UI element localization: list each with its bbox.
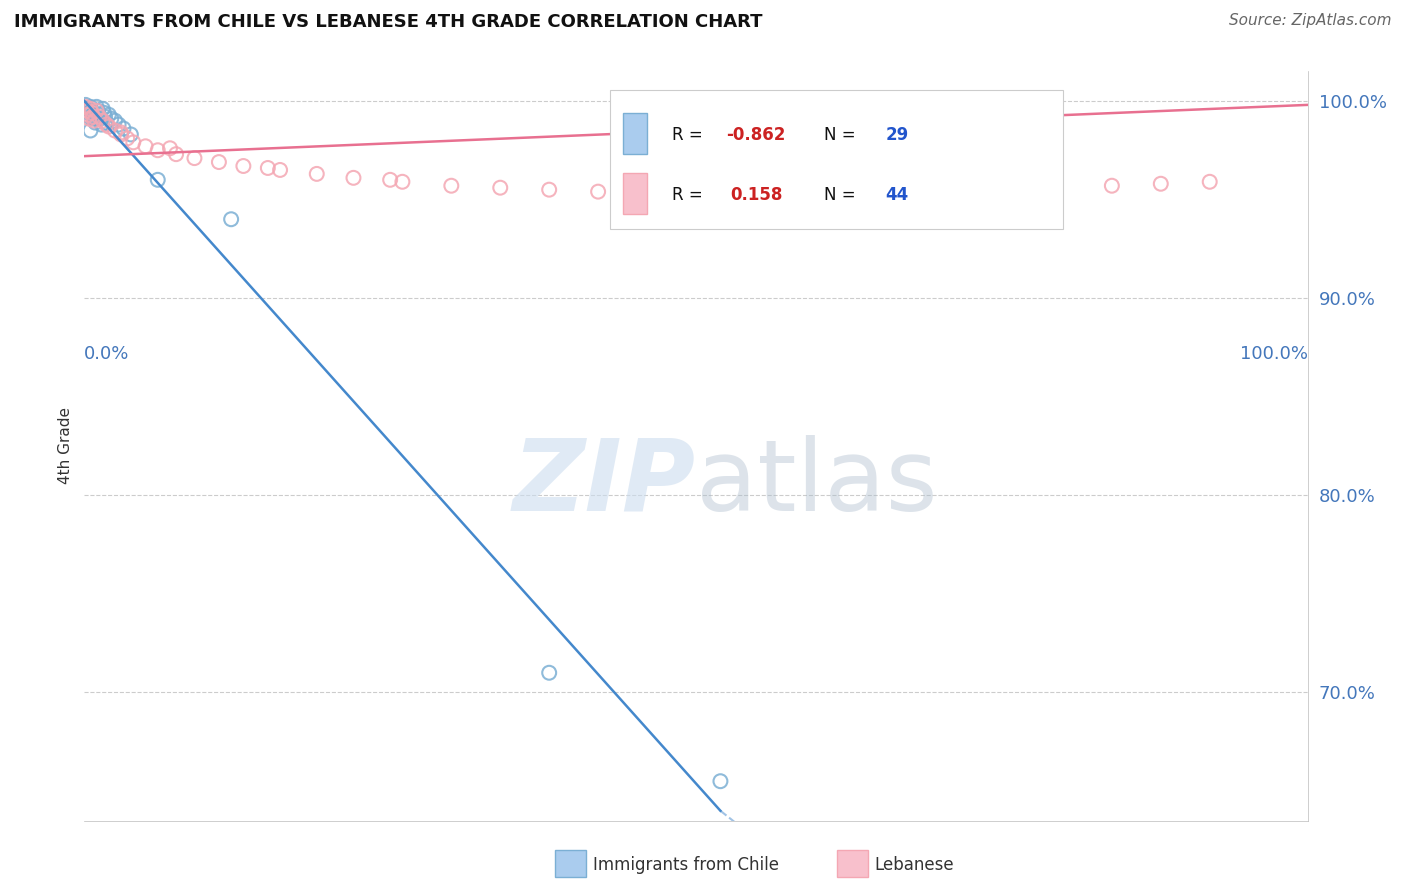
Point [183, 151, 205, 165]
Point [391, 175, 413, 189]
Point [86, 100, 108, 114]
Point [84, 115, 107, 129]
Point [90, 118, 112, 132]
Point [120, 128, 142, 142]
Point [165, 147, 187, 161]
Point [135, 139, 157, 153]
Point [159, 141, 181, 155]
Point [77, 108, 100, 122]
Text: N =: N = [824, 186, 862, 204]
Point [76, 103, 98, 118]
Point [734, 188, 756, 202]
Point [80, 105, 103, 120]
Point [1028, 180, 1050, 194]
Point [219, 212, 242, 227]
Point [269, 163, 291, 178]
Point [87, 103, 110, 118]
Text: 0.158: 0.158 [730, 186, 783, 204]
Text: R =: R = [672, 126, 707, 144]
Point [112, 121, 135, 136]
Text: 44: 44 [886, 186, 908, 204]
Point [79, 102, 101, 116]
Text: 0.0%: 0.0% [84, 345, 129, 363]
Point [76, 102, 98, 116]
Point [709, 774, 731, 789]
Text: 100.0%: 100.0% [1240, 345, 1308, 363]
Point [94, 110, 117, 124]
FancyBboxPatch shape [623, 172, 647, 214]
Point [77, 112, 100, 126]
Point [489, 180, 512, 194]
Point [83, 113, 105, 128]
Point [146, 143, 169, 157]
Point [75, 98, 97, 112]
Point [79, 123, 101, 137]
Text: Lebanese: Lebanese [875, 856, 955, 874]
FancyBboxPatch shape [623, 112, 647, 153]
Point [100, 112, 122, 126]
Point [807, 186, 830, 201]
Text: IMMIGRANTS FROM CHILE VS LEBANESE 4TH GRADE CORRELATION CHART: IMMIGRANTS FROM CHILE VS LEBANESE 4TH GR… [14, 13, 762, 31]
Point [75, 100, 97, 114]
Point [880, 185, 903, 199]
Point [77, 105, 100, 120]
Point [380, 173, 402, 187]
Text: 29: 29 [886, 126, 908, 144]
Text: Immigrants from Chile: Immigrants from Chile [593, 856, 779, 874]
Point [86, 103, 108, 118]
Point [93, 105, 115, 120]
FancyBboxPatch shape [610, 90, 1063, 228]
Point [87, 110, 110, 124]
Point [1150, 177, 1173, 191]
Point [77, 110, 100, 124]
Point [122, 136, 145, 150]
Point [107, 118, 129, 132]
Point [91, 113, 114, 128]
Text: R =: R = [672, 186, 713, 204]
Point [104, 113, 127, 128]
Point [440, 178, 463, 193]
Point [80, 103, 103, 118]
Text: N =: N = [824, 126, 862, 144]
Point [110, 126, 132, 140]
Point [83, 112, 105, 126]
Y-axis label: 4th Grade: 4th Grade [58, 408, 73, 484]
Point [115, 131, 138, 145]
Point [953, 183, 976, 197]
Point [97, 108, 120, 122]
Point [91, 102, 114, 116]
Point [305, 167, 328, 181]
Text: Source: ZipAtlas.com: Source: ZipAtlas.com [1229, 13, 1392, 29]
Point [82, 108, 104, 122]
Point [97, 120, 120, 134]
Point [146, 173, 169, 187]
Point [342, 170, 364, 185]
Point [208, 155, 231, 169]
Text: atlas: atlas [696, 435, 938, 532]
Point [232, 159, 254, 173]
Point [1101, 178, 1123, 193]
Point [661, 186, 683, 201]
Point [538, 665, 561, 680]
Point [538, 183, 561, 197]
Point [110, 128, 132, 142]
Text: -0.862: -0.862 [727, 126, 786, 144]
Point [257, 161, 280, 175]
Point [89, 112, 111, 126]
Point [1198, 175, 1220, 189]
Point [79, 100, 101, 114]
Point [87, 108, 110, 122]
Point [586, 185, 609, 199]
Point [104, 123, 127, 137]
Text: ZIP: ZIP [513, 435, 696, 532]
Point [82, 110, 104, 124]
Point [96, 115, 118, 129]
Point [96, 118, 118, 132]
